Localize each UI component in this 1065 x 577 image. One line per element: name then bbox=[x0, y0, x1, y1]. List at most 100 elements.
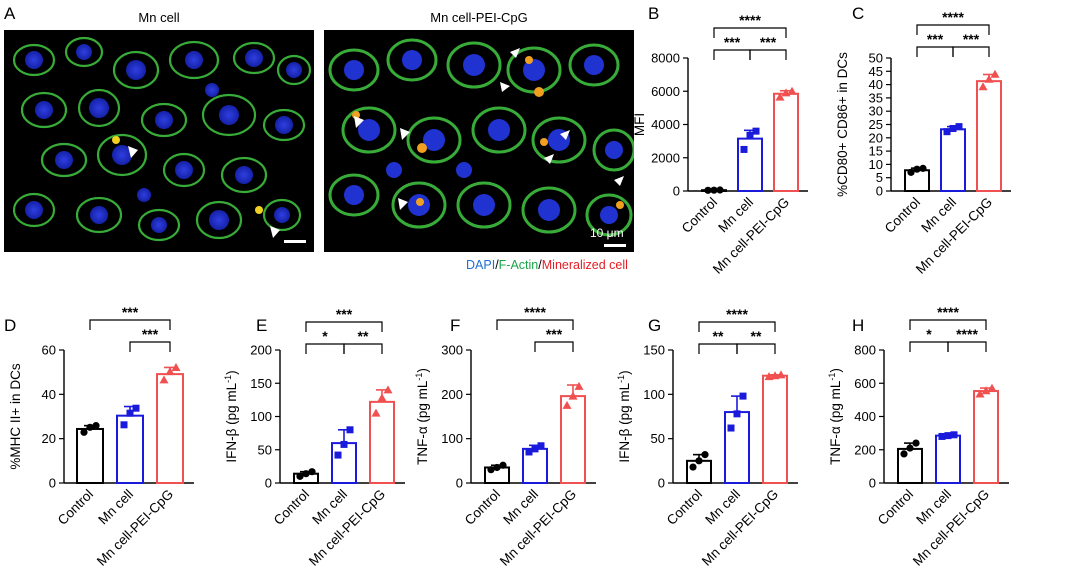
scale-bar bbox=[284, 240, 306, 243]
data-point bbox=[704, 186, 712, 194]
y-tick-label: 15 bbox=[869, 144, 883, 159]
data-point bbox=[132, 404, 140, 412]
data-point bbox=[86, 423, 94, 431]
significance-bracket bbox=[343, 343, 383, 354]
y-tick-label: 30 bbox=[869, 104, 883, 119]
micrograph-mn-cell-pei-cpg: 10 μm bbox=[324, 30, 634, 252]
significance-bracket bbox=[534, 341, 574, 352]
y-tick-label: 150 bbox=[250, 376, 272, 391]
significance-label: *** bbox=[724, 34, 741, 50]
bar-h-2 bbox=[973, 390, 999, 484]
significance-label: **** bbox=[726, 306, 748, 322]
significance-bracket bbox=[698, 343, 738, 354]
data-point bbox=[776, 370, 786, 379]
bar-e-1 bbox=[331, 442, 357, 485]
data-point bbox=[695, 457, 703, 465]
y-tick-label: 200 bbox=[250, 343, 272, 358]
y-tick-label: 0 bbox=[49, 476, 56, 491]
y-tick-label: 20 bbox=[869, 130, 883, 145]
significance-bracket bbox=[916, 24, 990, 35]
data-point bbox=[984, 74, 994, 83]
significance-bracket bbox=[909, 319, 987, 330]
data-point bbox=[906, 444, 914, 452]
data-point bbox=[531, 445, 539, 453]
y-axis-label: MFI bbox=[632, 113, 647, 136]
bar-d-2 bbox=[156, 373, 184, 485]
panel-letter-c: C bbox=[852, 4, 865, 23]
data-point bbox=[727, 424, 735, 432]
stain-legend-sep: / bbox=[538, 258, 542, 272]
stain-legend-mineralized: Mineralized cell bbox=[541, 258, 628, 272]
significance-bracket bbox=[89, 319, 171, 330]
y-axis-label-main: %MHC II+ in DCs bbox=[8, 363, 23, 469]
y-tick-label: 5 bbox=[876, 170, 883, 185]
significance-label: *** bbox=[927, 31, 944, 47]
significance-bracket bbox=[749, 49, 787, 60]
y-axis-label-main: MFI bbox=[632, 113, 647, 136]
significance-label: *** bbox=[142, 326, 159, 342]
y-tick-label: 400 bbox=[854, 409, 876, 424]
data-point bbox=[955, 123, 963, 131]
y-axis-label-main: TNF-α (pg mL bbox=[828, 380, 843, 465]
significance-bracket bbox=[305, 321, 383, 332]
data-point bbox=[383, 385, 393, 394]
data-point bbox=[126, 409, 134, 417]
significance-bracket bbox=[698, 321, 776, 332]
significance-label: ** bbox=[713, 328, 724, 344]
y-axis-label-sup: -1 bbox=[827, 373, 837, 381]
significance-label: * bbox=[926, 326, 932, 342]
y-axis-label-tail: ) bbox=[224, 370, 239, 375]
data-point bbox=[975, 389, 985, 398]
scale-bar-label: 10 μm bbox=[590, 226, 624, 240]
x-tick-label: Control bbox=[55, 487, 96, 528]
data-point bbox=[978, 82, 988, 91]
y-tick-label: 25 bbox=[869, 117, 883, 132]
data-point bbox=[340, 440, 348, 448]
y-tick-label: 300 bbox=[441, 343, 463, 358]
significance-bracket bbox=[129, 341, 171, 352]
data-point bbox=[689, 463, 697, 471]
data-point bbox=[913, 165, 921, 173]
data-point bbox=[562, 400, 572, 409]
x-tick-label: Mn cell-PEI-CpG bbox=[94, 487, 176, 569]
y-axis-label: TNF-α (pg mL-1) bbox=[827, 368, 843, 465]
y-axis-label-sup: -1 bbox=[616, 375, 626, 383]
data-point bbox=[775, 92, 785, 101]
panel-letter-f: F bbox=[450, 316, 461, 335]
data-point bbox=[987, 383, 997, 392]
data-point bbox=[949, 124, 957, 132]
significance-bracket bbox=[916, 46, 954, 57]
arrowhead-icon bbox=[510, 48, 520, 58]
y-axis-label-main: %CD80+ CD86+ in DCs bbox=[835, 52, 850, 197]
data-point bbox=[919, 164, 927, 172]
y-tick-label: 6000 bbox=[651, 84, 680, 99]
data-point bbox=[159, 375, 169, 384]
data-point bbox=[302, 470, 310, 478]
x-tick-label: Control bbox=[462, 487, 503, 528]
y-tick-label: 0 bbox=[265, 476, 272, 491]
y-tick-label: 100 bbox=[250, 409, 272, 424]
y-tick-label: 50 bbox=[258, 442, 272, 457]
data-point bbox=[752, 127, 760, 135]
data-point bbox=[296, 472, 304, 480]
data-point bbox=[787, 86, 797, 95]
significance-label: **** bbox=[956, 326, 978, 342]
significance-bracket bbox=[305, 343, 345, 354]
data-point bbox=[938, 432, 946, 440]
significance-bracket bbox=[736, 343, 776, 354]
arrowhead-icon bbox=[544, 154, 554, 164]
data-point bbox=[716, 186, 724, 194]
arrowhead-icon bbox=[128, 146, 138, 158]
data-point bbox=[493, 463, 501, 472]
y-axis-label-tail: ) bbox=[415, 368, 430, 373]
y-tick-label: 2000 bbox=[651, 150, 680, 165]
significance-bracket bbox=[713, 49, 751, 60]
x-tick-label: Control bbox=[271, 487, 312, 528]
stain-legend-dapi: DAPI bbox=[466, 258, 496, 272]
arrowhead-icon bbox=[398, 198, 408, 210]
micrograph-mn-cell-pei-cpg-image bbox=[328, 38, 634, 237]
y-axis-label: IFN-β (pg mL-1) bbox=[616, 370, 632, 462]
y-tick-label: 4000 bbox=[651, 117, 680, 132]
